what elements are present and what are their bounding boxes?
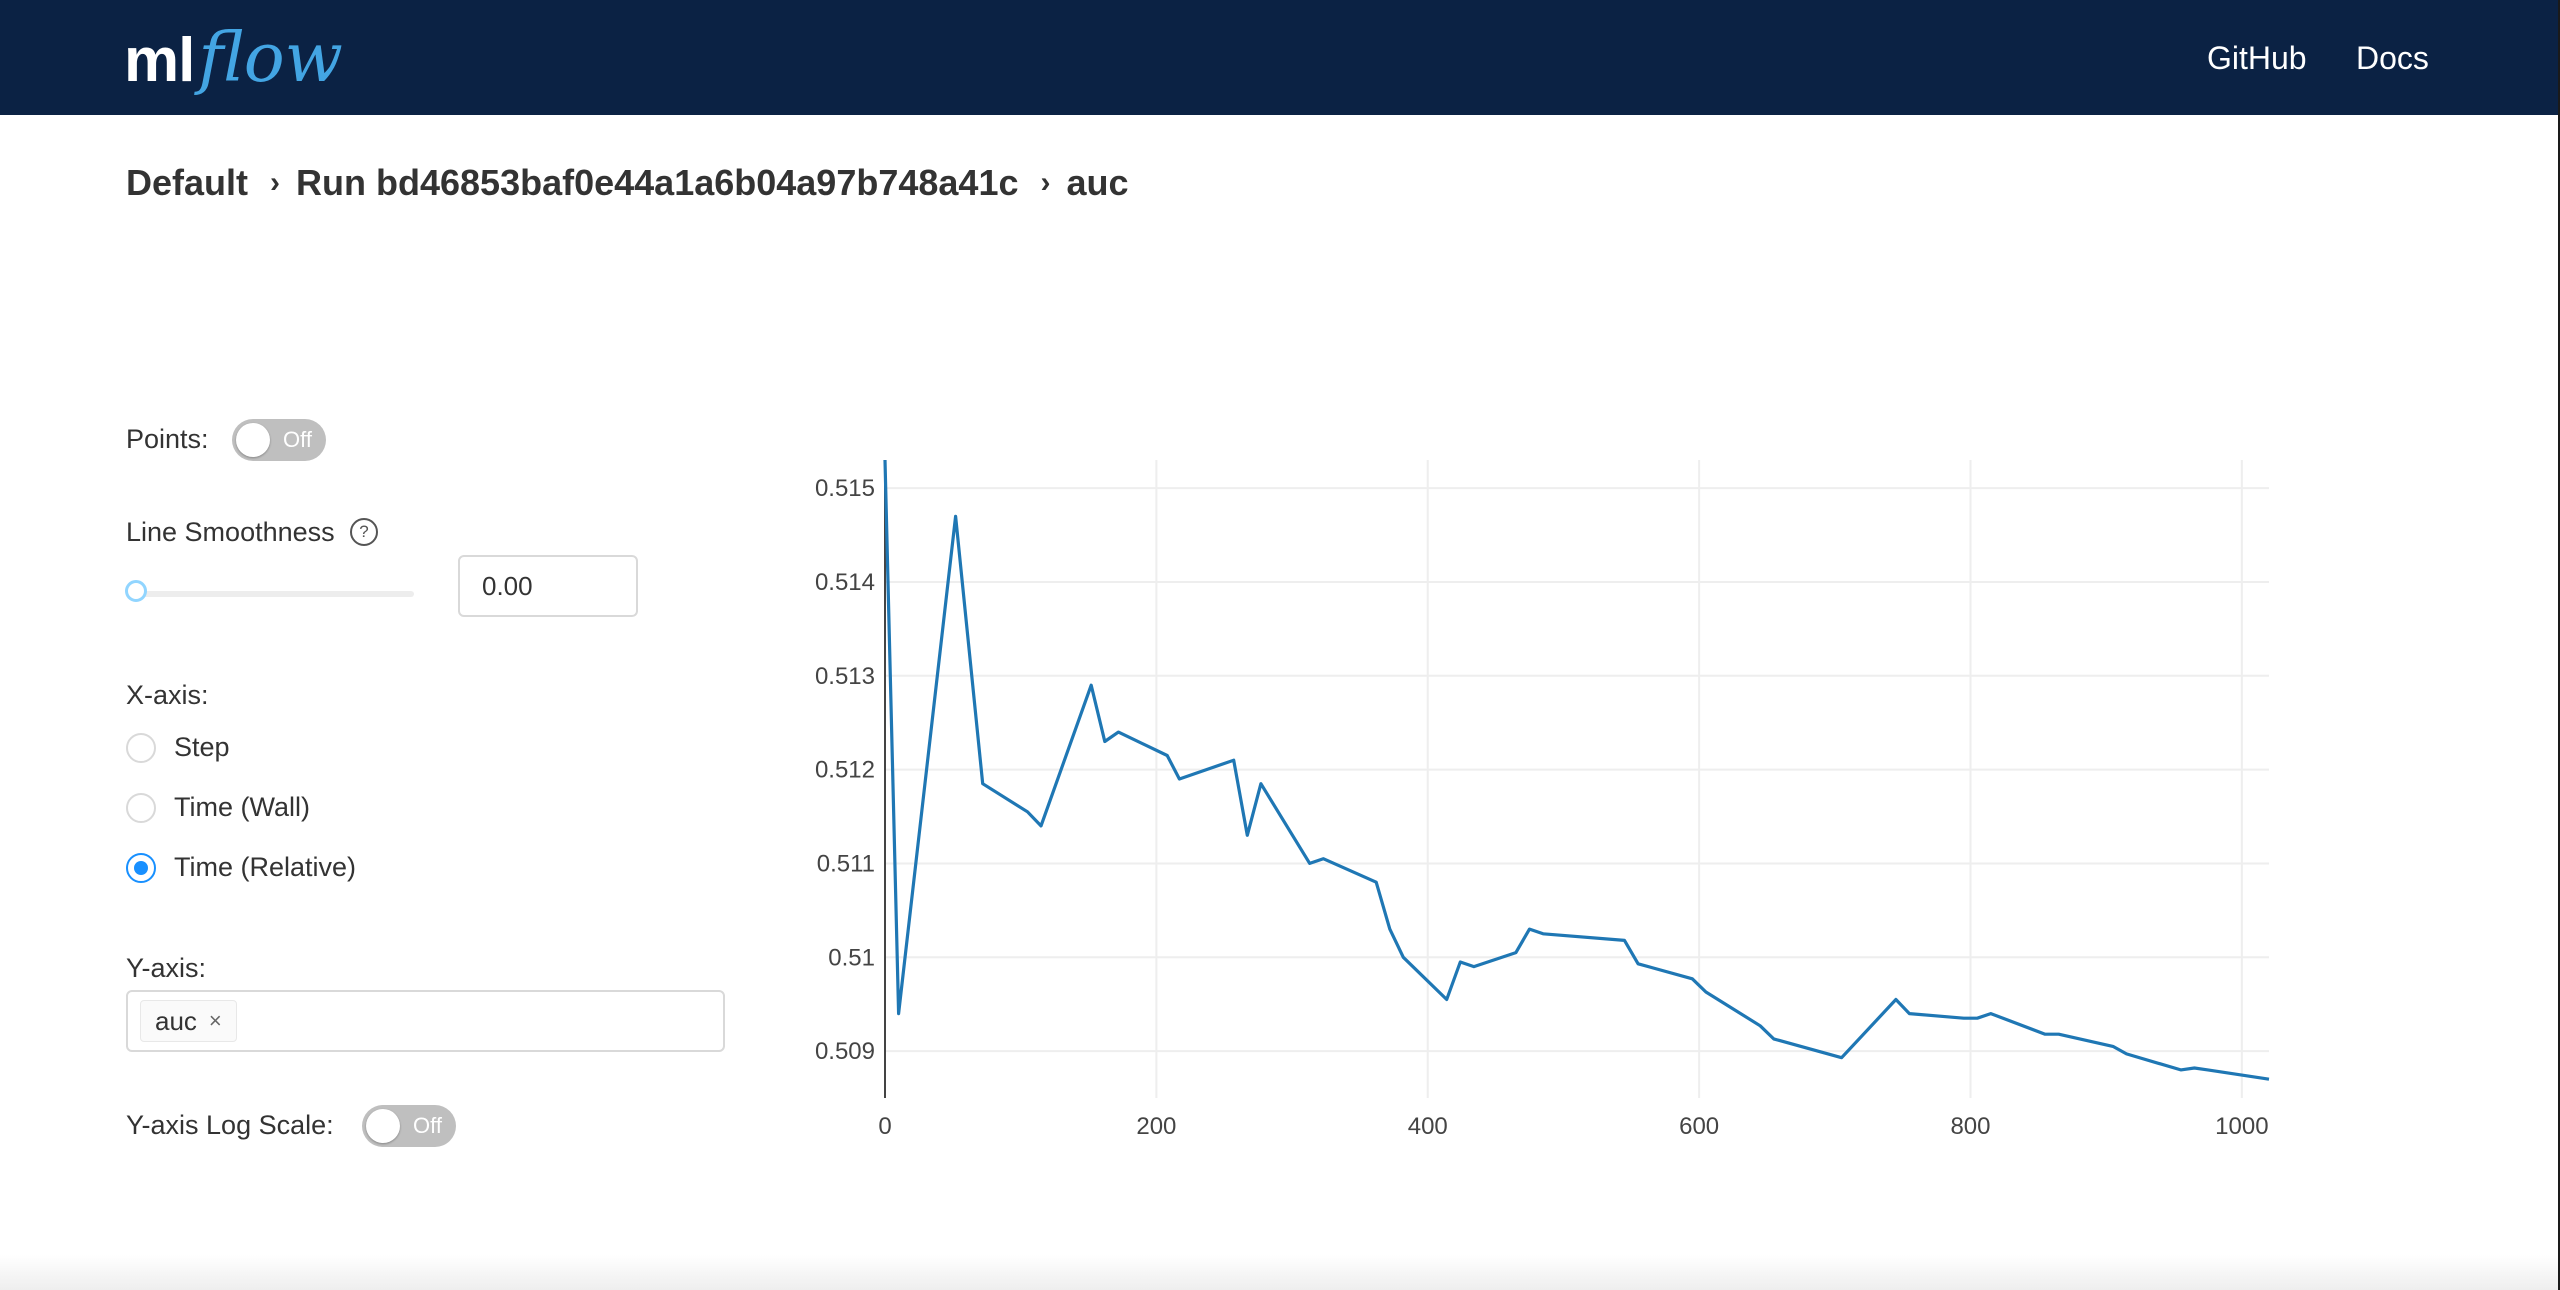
logo-ml-text: ml: [124, 26, 195, 95]
footer-shadow: [0, 1255, 2558, 1290]
smoothness-slider-handle[interactable]: [125, 580, 147, 602]
breadcrumb-run[interactable]: Run bd46853baf0e44a1a6b04a97b748a41c: [296, 162, 1019, 203]
points-toggle[interactable]: Off: [232, 419, 326, 461]
y-tick-label: 0.509: [815, 1038, 875, 1065]
smoothness-slider-track[interactable]: [136, 591, 414, 597]
x-tick-label: 800: [1950, 1113, 1990, 1140]
line-smoothness-label: Line Smoothness: [126, 517, 335, 547]
breadcrumb-experiment[interactable]: Default: [126, 162, 249, 203]
radio-step-label[interactable]: Step: [174, 732, 230, 762]
x-tick-label: 200: [1136, 1113, 1176, 1140]
radio-step[interactable]: [126, 733, 156, 763]
window-edge: [2558, 0, 2560, 1290]
y-tick-label: 0.513: [815, 663, 875, 690]
toggle-knob: [366, 1109, 400, 1143]
radio-time-relative-label[interactable]: Time (Relative): [174, 852, 357, 882]
breadcrumb: Default › Run bd46853baf0e44a1a6b04a97b7…: [126, 158, 1129, 208]
x-tick-label: 600: [1679, 1113, 1719, 1140]
points-label: Points:: [126, 424, 209, 454]
top-navbar: ml flow GitHub Docs: [0, 0, 2558, 115]
chevron-right-icon: ›: [1040, 166, 1051, 199]
smoothness-input[interactable]: [458, 555, 638, 617]
x-tick-label: 400: [1408, 1113, 1448, 1140]
breadcrumb-metric: auc: [1066, 162, 1129, 203]
radio-time-wall[interactable]: [126, 793, 156, 823]
log-scale-toggle-state: Off: [413, 1113, 442, 1138]
y-tick-label: 0.514: [815, 569, 875, 596]
close-icon[interactable]: ×: [208, 1008, 222, 1033]
metric-tag-label: auc: [155, 1005, 197, 1036]
y-tick-label: 0.512: [815, 757, 875, 784]
github-link[interactable]: GitHub: [2207, 40, 2307, 76]
metric-line-chart[interactable]: 0 200 400 600 800 1000 0.509 0.51 0.511 0.512 0.51…: [780, 440, 2300, 1160]
log-scale-toggle[interactable]: Off: [362, 1105, 456, 1147]
y-tick-label: 0.515: [815, 475, 875, 502]
radio-time-relative[interactable]: [126, 853, 156, 883]
x-tick-label: 0: [878, 1113, 891, 1140]
y-tick-label: 0.51: [828, 944, 875, 971]
docs-link[interactable]: Docs: [2356, 40, 2429, 76]
xaxis-label: X-axis:: [126, 680, 209, 710]
log-scale-label: Y-axis Log Scale:: [126, 1110, 334, 1140]
chevron-right-icon: ›: [270, 166, 281, 199]
question-circle-icon[interactable]: ?: [350, 518, 378, 546]
points-toggle-state: Off: [283, 427, 312, 452]
radio-time-wall-label[interactable]: Time (Wall): [174, 792, 310, 822]
metric-tag: auc ×: [140, 1000, 237, 1042]
x-tick-label: 1000: [2215, 1113, 2268, 1140]
yaxis-label: Y-axis:: [126, 953, 207, 983]
toggle-knob: [236, 423, 270, 457]
auc-series-line: [883, 459, 2270, 1081]
yaxis-metric-select[interactable]: auc ×: [126, 990, 725, 1052]
y-tick-label: 0.511: [817, 850, 875, 877]
logo-flow-text: flow: [198, 19, 343, 98]
mlflow-logo[interactable]: ml flow: [124, 14, 343, 104]
